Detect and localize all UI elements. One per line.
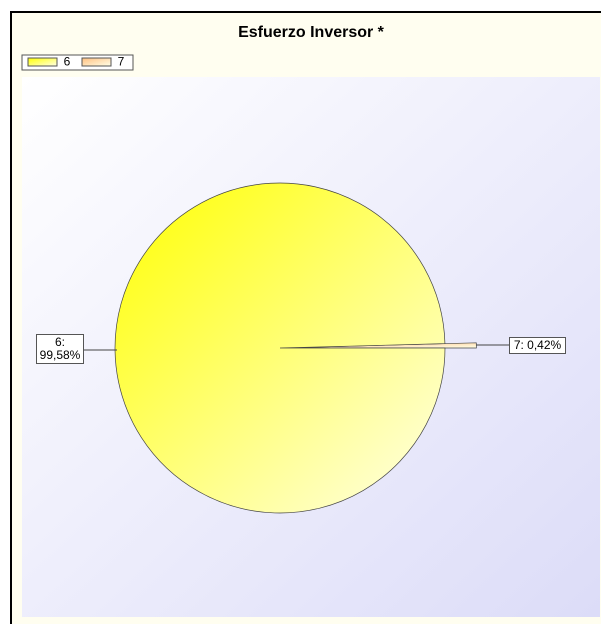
value-label: 7: 0,42% (509, 337, 566, 354)
value-label: 6: 99,58% (36, 334, 84, 364)
legend-swatch (27, 57, 58, 67)
legend-swatch (81, 57, 112, 67)
pie-slice (114, 182, 446, 514)
chart-title: Esfuerzo Inversor * (238, 24, 385, 41)
legend-label: 6 (64, 55, 71, 69)
legend-label: 7 (118, 55, 125, 69)
